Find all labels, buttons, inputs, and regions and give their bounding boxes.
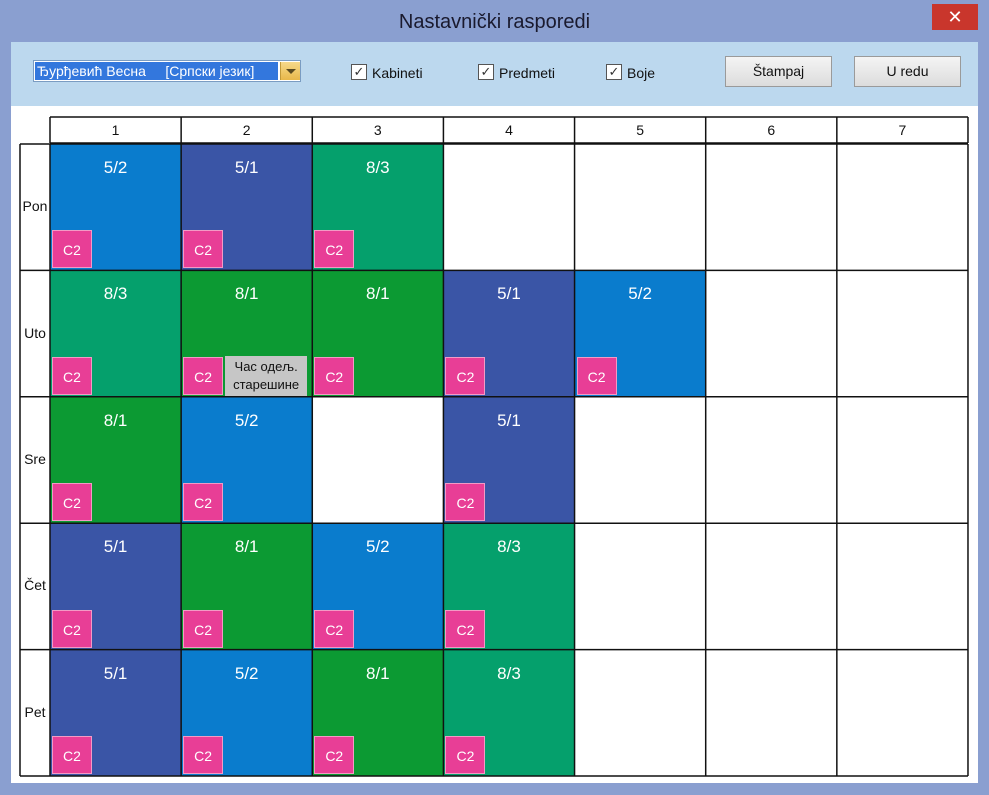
checkbox-label: Boje bbox=[627, 65, 656, 81]
lesson-cell[interactable]: 5/2 C2 bbox=[181, 396, 313, 524]
lesson-cell[interactable]: 5/2 C2 bbox=[181, 649, 313, 776]
room-badge: C2 bbox=[445, 609, 486, 648]
class-label: 8/1 bbox=[234, 537, 259, 557]
lesson-cell[interactable]: 5/1 C2 bbox=[50, 523, 182, 650]
class-label: 5/2 bbox=[103, 158, 128, 177]
room-badge: C2 bbox=[52, 230, 92, 269]
class-label: 5/2 bbox=[628, 284, 652, 304]
class-label: 8/3 bbox=[366, 158, 390, 177]
lesson-cell[interactable]: 5/1 C2 bbox=[443, 270, 575, 397]
toolbar: Ђурђевић Весна [Српски језик] ✓ Kabineti… bbox=[11, 42, 978, 106]
day-header: Čet bbox=[24, 577, 46, 594]
grid-lines bbox=[19, 116, 969, 777]
lesson-cell[interactable]: 8/1 C2 bbox=[181, 523, 313, 650]
class-label: 5/1 bbox=[497, 284, 521, 304]
room-badge: C2 bbox=[183, 356, 224, 395]
lesson-cell[interactable]: 5/1 C2 bbox=[50, 649, 182, 776]
checkmark-icon[interactable]: ✓ bbox=[478, 64, 494, 80]
checkmark-icon[interactable]: ✓ bbox=[606, 64, 622, 80]
lesson-cell[interactable]: 8/3 C2 bbox=[50, 270, 182, 397]
checkbox-label: Kabineti bbox=[372, 65, 423, 81]
class-label: 8/1 bbox=[366, 663, 390, 683]
class-label: 8/1 bbox=[103, 410, 128, 430]
class-label: 5/1 bbox=[103, 537, 128, 557]
day-header: Pet bbox=[24, 703, 46, 720]
period-header: 7 bbox=[898, 122, 907, 138]
room-badge: C2 bbox=[445, 356, 486, 395]
room-badge: C2 bbox=[52, 609, 92, 648]
day-header: Pon bbox=[22, 198, 48, 215]
room-badge: C2 bbox=[183, 483, 224, 522]
lesson-cell[interactable]: 8/3 C2 bbox=[443, 649, 575, 776]
class-label: 5/1 bbox=[103, 663, 128, 683]
checkbox-label: Predmeti bbox=[499, 65, 556, 81]
period-header: 5 bbox=[636, 122, 644, 138]
day-header: Uto bbox=[24, 324, 46, 341]
lesson-cell[interactable]: 8/1 C2 bbox=[50, 396, 182, 524]
room-badge: C2 bbox=[314, 230, 355, 269]
lesson-cell[interactable]: 8/1 C2 Час одељ. старешине bbox=[181, 270, 313, 397]
room-badge: C2 bbox=[314, 609, 355, 648]
lesson-cell[interactable]: 5/2 C2 bbox=[574, 270, 706, 397]
schedule-area: 1 2 3 4 5 6 7 Pon Uto Sre Čet Pet 5/2 C2 5/1 C2 8/3 C2 8/3… bbox=[11, 106, 978, 783]
room-badge: C2 bbox=[52, 356, 92, 395]
room-badge: C2 bbox=[52, 483, 92, 522]
lesson-cell[interactable]: 5/2 C2 bbox=[312, 523, 444, 650]
lesson-cell[interactable]: 5/2 C2 bbox=[50, 144, 182, 271]
room-badge: C2 bbox=[52, 735, 92, 774]
teacher-select-value: Ђурђевић Весна [Српски језик] bbox=[35, 62, 278, 80]
period-header: 3 bbox=[373, 122, 382, 138]
period-header: 4 bbox=[505, 122, 513, 138]
room-badge: C2 bbox=[445, 483, 486, 522]
room-badge: C2 bbox=[183, 735, 224, 774]
class-label: 8/1 bbox=[366, 284, 390, 304]
room-badge: C2 bbox=[576, 356, 617, 395]
lesson-cell[interactable]: 8/3 C2 bbox=[443, 523, 575, 650]
teacher-select[interactable]: Ђурђевић Весна [Српски језик] bbox=[33, 60, 301, 82]
period-header: 2 bbox=[242, 122, 251, 138]
class-label: 8/3 bbox=[497, 663, 521, 683]
class-label: 8/3 bbox=[103, 284, 128, 304]
class-label: 5/1 bbox=[234, 158, 259, 177]
class-label: 8/1 bbox=[234, 284, 259, 304]
lesson-note: Час одељ. старешине bbox=[225, 355, 308, 396]
chevron-down-icon[interactable] bbox=[280, 62, 300, 80]
class-label: 5/2 bbox=[234, 663, 259, 683]
class-label: 5/1 bbox=[497, 410, 521, 430]
close-button[interactable]: ✕ bbox=[932, 4, 978, 30]
window-title: Nastavnički rasporedi bbox=[398, 11, 591, 33]
period-header: 6 bbox=[767, 122, 776, 138]
title-bar: Nastavnički rasporedi ✕ bbox=[0, 0, 989, 42]
checkmark-icon[interactable]: ✓ bbox=[351, 64, 367, 80]
room-badge: C2 bbox=[314, 356, 355, 395]
room-badge: C2 bbox=[445, 735, 486, 774]
lesson-cell[interactable]: 8/1 C2 bbox=[312, 649, 444, 776]
class-label: 5/2 bbox=[234, 410, 259, 430]
room-badge: C2 bbox=[183, 609, 224, 648]
lesson-cell[interactable]: 8/3 C2 bbox=[312, 144, 444, 271]
class-label: 5/2 bbox=[366, 537, 390, 557]
lesson-cell[interactable]: 8/1 C2 bbox=[312, 270, 444, 397]
lesson-cell[interactable]: 5/1 C2 bbox=[443, 396, 575, 524]
print-button[interactable]: Štampaj bbox=[725, 56, 832, 87]
ok-button[interactable]: U redu bbox=[854, 56, 961, 87]
period-header: 1 bbox=[111, 122, 120, 138]
room-badge: C2 bbox=[183, 230, 224, 269]
room-badge: C2 bbox=[314, 735, 355, 774]
day-header: Sre bbox=[24, 451, 46, 467]
lesson-cell[interactable]: 5/1 C2 bbox=[181, 144, 313, 271]
class-label: 8/3 bbox=[497, 537, 521, 557]
